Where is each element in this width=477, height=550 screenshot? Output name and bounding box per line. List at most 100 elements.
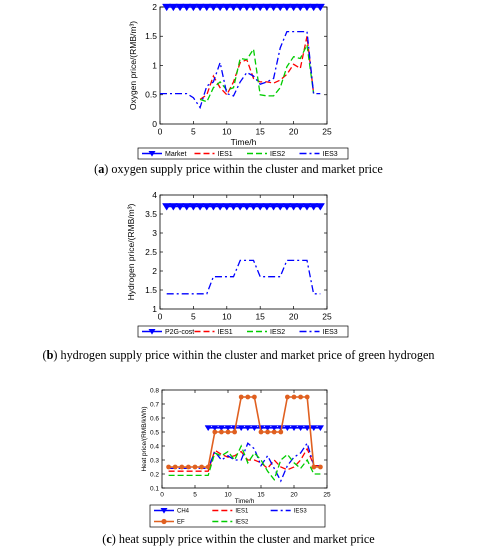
chart1-point-market [275,3,285,12]
chart1-point-market [182,3,192,12]
caption-b: (b) hydrogen supply price within the clu… [42,348,435,362]
chart1-y-tick-label: 0 [152,119,157,129]
chart3-point-ef [172,464,178,470]
chart3-point-ch4 [310,425,318,432]
chart1-x-tick-label: 25 [322,127,332,137]
chart2-legend-box [137,325,349,338]
chart2-point-p2g-cost [242,203,252,211]
chart2-point-p2g-cost [282,203,292,211]
chart3-point-ef [285,394,290,400]
chart2-point-p2g-cost [215,203,225,211]
chart2-point-p2g-cost [175,203,185,211]
chart1-x-tick-label: 0 [158,127,163,137]
chart1-point-market [168,3,179,12]
chart3-point-ef [298,394,303,400]
chart3-point-ch4 [237,425,245,432]
chart1-point-market [228,3,239,12]
chart2-point-p2g-cost [262,203,272,211]
chart3-plot-frame [161,389,328,489]
chart3-legend-marker-ch4 [160,508,168,514]
chart2-x-tick-label: 10 [222,312,232,322]
chart2-legend-label-ies1: IES1 [218,329,233,336]
chart3-y-tick-label: 0.6 [150,415,159,422]
chart2-point-p2g-cost [302,203,312,211]
chart2-point-p2g-cost [255,203,265,211]
chart1-legend-box [137,147,349,160]
chart1-point-market [288,3,299,12]
chart3-point-ch4 [211,425,219,432]
chart1-x-tick-label: 15 [255,127,265,137]
chart1-y-tick-label: 1 [152,60,157,70]
chart1-point-market [248,3,259,12]
chart3-y-tick-label: 0.5 [150,429,159,436]
chart3-point-ef [258,429,264,435]
chart2-point-p2g-cost [222,203,232,211]
chart3-point-ch4 [270,425,278,432]
chart1-point-market [308,3,319,12]
chart2-point-p2g-cost [315,203,325,211]
chart1-x-tick-label: 5 [191,127,196,137]
chart1-point-market [215,3,225,12]
chart1-point-market [202,3,212,12]
chart1-x-tick-label: 20 [289,127,299,137]
caption-a: (a) oxygen supply price within the clust… [94,162,383,176]
chart3-y-tick-label: 0.4 [150,443,159,450]
chart3-x-axis-label: Time/h [235,498,255,505]
chart3-x-tick-label: 25 [323,492,331,499]
chart3-legend-marker-ef [161,518,167,525]
chart3-legend-label-ies1: IES1 [235,509,249,515]
chart2-point-p2g-cost [168,203,179,211]
chart2-legend-label-ies3: IES3 [323,329,338,336]
caption-c: (c) heat supply price within the cluster… [102,532,375,546]
chart3-point-ef [291,394,297,400]
chart1-legend-label-market: Market [165,151,186,158]
chart1-legend-label-ies1: IES1 [218,151,233,158]
chart2-point-p2g-cost [195,203,205,211]
chart3-point-ch4 [244,425,252,432]
chart2-series-line-ies3 [166,259,321,295]
chart2-point-p2g-cost [268,203,279,211]
chart3-x-tick-label: 5 [193,492,197,499]
chart2-point-p2g-cost [188,203,199,211]
chart2-point-p2g-cost [288,203,299,211]
chart1-point-market [282,3,292,12]
chart3-legend-label-ies3: IES3 [294,509,308,515]
chart1-series-line-ies2 [199,42,315,103]
chart1-y-tick-label: 1.5 [145,31,157,41]
chart2-x-tick-label: 25 [322,312,332,322]
chart2-x-tick-label: 5 [191,312,196,322]
chart2-y-tick-label: 2.5 [145,247,157,257]
chart1-legend-label-ies3: IES3 [323,151,338,158]
chart1-point-market [235,3,245,12]
chart2-legend-marker-p2g-cost [148,329,156,335]
chart3-y-axis-label: Heat price/(RMB/kWh) [141,406,148,471]
chart3-point-ch4 [316,425,325,432]
chart2-x-tick-label: 15 [255,312,265,322]
chart2-point-p2g-cost [228,203,239,211]
chart1-point-market [302,3,312,12]
chart3-x-tick-label: 15 [257,492,265,499]
chart3-y-tick-label: 0.8 [150,387,159,394]
chart2-y-tick-label: 2 [152,266,157,276]
chart3-point-ch4 [296,425,305,432]
chart2-y-tick-label: 1.5 [145,285,157,295]
chart1-point-market [208,3,219,12]
chart3-y-tick-label: 0.2 [150,471,159,478]
chart2-y-axis-label: Hydrogen price/(RMB/m³) [126,203,136,300]
chart1-legend-label-ies2: IES2 [270,151,285,158]
chart3-y-tick-label: 0.7 [150,401,159,408]
chart3-point-ch4 [204,425,212,432]
chart2-y-tick-label: 4 [152,190,157,200]
chart2-point-p2g-cost [235,203,245,211]
chart2-legend-label-p2g-cost: P2G-cost [165,329,194,336]
chart2-legend-label-ies2: IES2 [270,329,285,336]
chart3-point-ef [245,394,251,400]
chart3-point-ef [265,429,270,435]
chart3-point-ch4 [303,425,311,432]
chart2-point-p2g-cost [182,203,192,211]
chart1-point-market [188,3,199,12]
chart1-point-market [255,3,265,12]
chart3-point-ef [199,464,205,470]
chart2-point-p2g-cost [208,203,219,211]
